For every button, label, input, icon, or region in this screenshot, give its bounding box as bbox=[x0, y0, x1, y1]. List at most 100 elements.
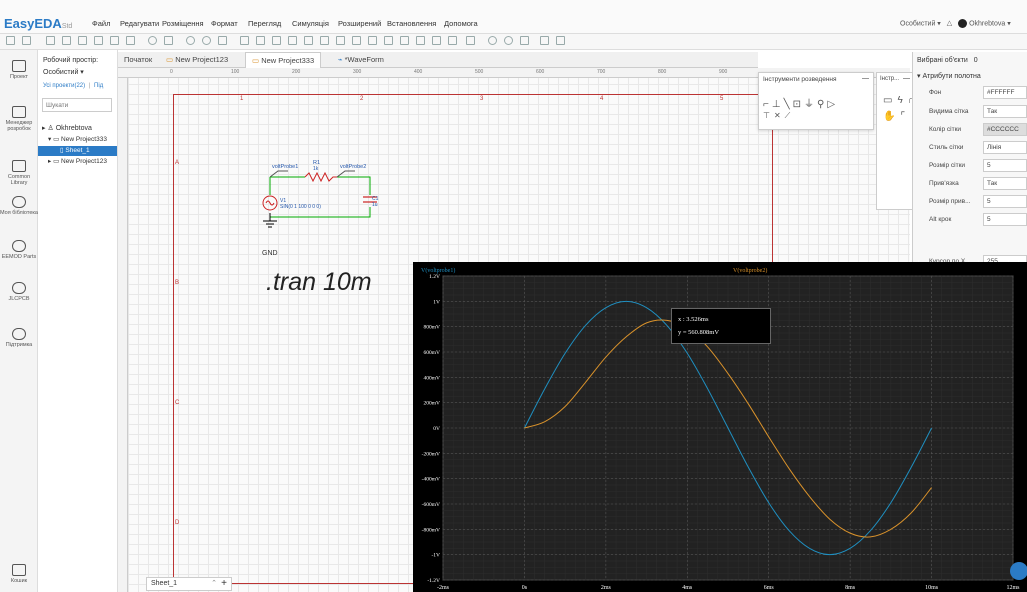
pin-icon[interactable]: ⊤ bbox=[763, 111, 774, 120]
hand-icon[interactable]: ✋ bbox=[883, 111, 901, 122]
easyeda-logo[interactable]: EasyEDAStd bbox=[4, 16, 73, 31]
net-flag-icon[interactable]: ⏚ bbox=[803, 99, 817, 110]
run-sim-icon[interactable] bbox=[488, 36, 497, 45]
menu-view[interactable]: Перегляд bbox=[248, 19, 282, 28]
export-icon[interactable] bbox=[432, 36, 441, 45]
grid-style-select[interactable]: Лінія bbox=[983, 141, 1027, 154]
undo-icon[interactable] bbox=[46, 36, 55, 45]
workspace-select[interactable]: Особистий ▾ bbox=[43, 69, 84, 76]
convert-icon[interactable] bbox=[466, 36, 475, 45]
resistor-r1[interactable] bbox=[304, 171, 337, 183]
sheet-nav-icon[interactable]: ⌃ bbox=[211, 580, 217, 587]
tree-item-sheet1[interactable]: ▯ Sheet_1 bbox=[38, 146, 117, 156]
bom-icon[interactable] bbox=[416, 36, 425, 45]
tab-new-project333[interactable]: ▭ New Project333 bbox=[245, 52, 322, 68]
rectangle-icon[interactable]: ▭ bbox=[883, 95, 898, 106]
flip-icon[interactable] bbox=[320, 36, 329, 45]
voltage-source-v1[interactable] bbox=[262, 195, 278, 211]
user-name[interactable]: Okhrebtova ▾ bbox=[969, 20, 1011, 28]
sidebar-item-project[interactable]: Проект bbox=[0, 60, 38, 80]
sidebar-item-parts[interactable]: EEMOD Parts bbox=[0, 240, 38, 260]
tree-item-project333[interactable]: ▾ ▭ New Project333 bbox=[48, 136, 107, 143]
avatar[interactable] bbox=[958, 19, 968, 28]
probe2-symbol[interactable] bbox=[336, 170, 355, 178]
lightning-icon[interactable]: ϟ bbox=[897, 95, 908, 106]
workspace-dropdown[interactable]: Особистий ▾ bbox=[900, 20, 941, 28]
zoom-fit-icon[interactable] bbox=[218, 36, 227, 45]
no-connect-icon[interactable]: ✕ bbox=[773, 111, 785, 120]
align-right-icon[interactable] bbox=[256, 36, 265, 45]
canvas-attributes-header[interactable]: ▾ Атрибути полотна bbox=[917, 73, 981, 80]
sidebar-item-support[interactable]: Підтримка bbox=[0, 328, 38, 348]
close-button[interactable]: — bbox=[903, 75, 910, 82]
cut-icon[interactable] bbox=[78, 36, 87, 45]
search-icon[interactable] bbox=[148, 36, 157, 45]
align-bottom-icon[interactable] bbox=[288, 36, 297, 45]
new-icon[interactable] bbox=[6, 36, 15, 45]
bell-icon[interactable]: △ bbox=[946, 20, 953, 28]
wire-icon[interactable]: ⌐ bbox=[763, 99, 772, 110]
menu-edit[interactable]: Редагувати bbox=[120, 19, 160, 28]
save-icon[interactable] bbox=[22, 36, 31, 45]
grid-size-input[interactable]: 5 bbox=[983, 159, 1027, 172]
netport-icon[interactable]: ▷ bbox=[827, 99, 839, 110]
menu-format[interactable]: Формат bbox=[211, 19, 238, 28]
delete-icon[interactable] bbox=[126, 36, 135, 45]
redo-icon[interactable] bbox=[62, 36, 71, 45]
zoom-out-icon[interactable] bbox=[202, 36, 211, 45]
spice-directive[interactable]: .tran 10m bbox=[266, 268, 372, 296]
waveform-window[interactable]: -2ms 0s 2ms 4ms 6ms 8ms 10ms 12ms 1.2V 1V 800mV 600… bbox=[413, 262, 1027, 592]
bus-entry-icon[interactable]: ╲ bbox=[783, 99, 793, 110]
layer-icon[interactable] bbox=[368, 36, 377, 45]
chat-button[interactable] bbox=[1010, 562, 1027, 580]
tab-waveform[interactable]: ⌁ *WaveForm bbox=[338, 55, 384, 64]
menu-simulate[interactable]: Симуляція bbox=[292, 19, 329, 28]
document-icon[interactable] bbox=[520, 36, 529, 45]
copy-icon[interactable] bbox=[94, 36, 103, 45]
tab-new-project123[interactable]: ▭ New Project123 bbox=[166, 55, 229, 64]
snap-size-input[interactable]: 5 bbox=[983, 195, 1027, 208]
arc-icon[interactable]: ∩ bbox=[908, 95, 920, 106]
paste-icon[interactable] bbox=[110, 36, 119, 45]
new-project-link[interactable]: Під bbox=[94, 83, 104, 89]
circuit-drawing[interactable] bbox=[255, 155, 385, 255]
ungroup-icon[interactable] bbox=[352, 36, 361, 45]
image-icon[interactable] bbox=[400, 36, 409, 45]
close-button[interactable]: — bbox=[862, 75, 869, 82]
menu-help[interactable]: Допомога bbox=[444, 19, 478, 28]
menu-advanced[interactable]: Розширений bbox=[338, 19, 382, 28]
zoom-in-icon[interactable] bbox=[186, 36, 195, 45]
netlist-icon[interactable] bbox=[448, 36, 457, 45]
sheet-tab[interactable]: Sheet_1 bbox=[151, 580, 178, 587]
menu-settings[interactable]: Встановлення bbox=[387, 19, 437, 28]
sidebar-item-jlcpcb[interactable]: JLCPCB bbox=[0, 282, 38, 302]
menu-place[interactable]: Розміщення bbox=[162, 19, 204, 28]
align-left-icon[interactable] bbox=[240, 36, 249, 45]
sidebar-item-my-library[interactable]: Моя бібліотека bbox=[0, 196, 38, 216]
theme-icon[interactable] bbox=[556, 36, 565, 45]
settings-icon[interactable] bbox=[504, 36, 513, 45]
group-icon[interactable] bbox=[336, 36, 345, 45]
sidebar-item-trash[interactable]: Кошик bbox=[0, 564, 38, 584]
voltage-probe-icon[interactable]: ⚲ bbox=[816, 99, 828, 110]
tree-root[interactable]: ▸ ♙ Okhrebtova bbox=[42, 125, 92, 132]
tree-item-project123[interactable]: ▸ ▭ New Project123 bbox=[48, 158, 107, 165]
align-top-icon[interactable] bbox=[272, 36, 281, 45]
background-color-input[interactable]: #FFFFFF bbox=[983, 86, 1027, 99]
bus-icon[interactable]: ⊥ bbox=[771, 99, 784, 110]
rotate-icon[interactable] bbox=[304, 36, 313, 45]
all-projects-link[interactable]: Усі проекти(22) bbox=[43, 83, 86, 89]
sidebar-item-design-manager[interactable]: Менеджер розробок bbox=[0, 106, 38, 132]
user-menu[interactable]: Особистий ▾ △ Okhrebtova ▾ bbox=[900, 19, 1011, 28]
grid-visible-select[interactable]: Так bbox=[983, 105, 1027, 118]
tab-start[interactable]: Початок bbox=[124, 55, 153, 64]
snap-select[interactable]: Так bbox=[983, 177, 1027, 190]
share-icon[interactable] bbox=[540, 36, 549, 45]
probe1-symbol[interactable] bbox=[269, 170, 288, 178]
lock-icon[interactable] bbox=[384, 36, 393, 45]
menu-file[interactable]: Файл bbox=[92, 19, 111, 28]
drag-icon[interactable]: ⌜ bbox=[900, 111, 911, 122]
alt-step-input[interactable]: 5 bbox=[983, 213, 1027, 226]
add-sheet-button[interactable]: + bbox=[221, 578, 227, 589]
search-input[interactable] bbox=[42, 98, 112, 112]
